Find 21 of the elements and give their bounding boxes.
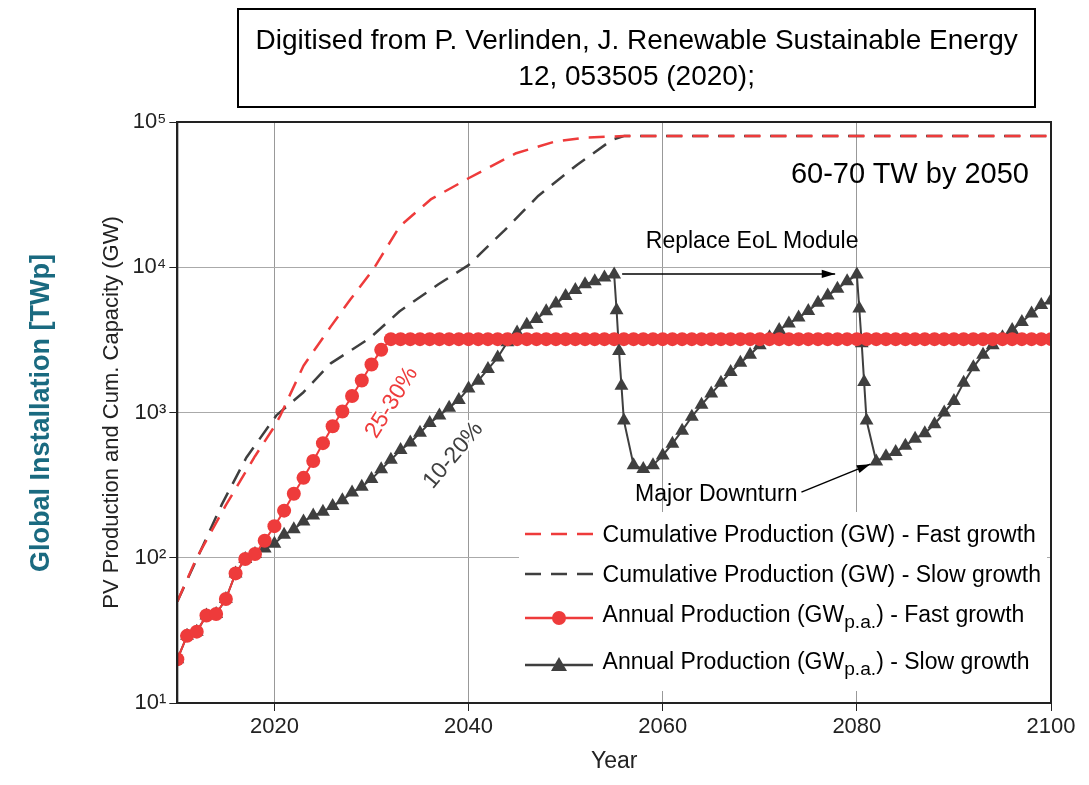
x-tick-label: 2100	[1026, 713, 1076, 739]
y-tick-label: 10²	[134, 543, 167, 569]
y-tick-label: 10⁴	[132, 253, 167, 279]
annotation: 60-70 TW by 2050	[790, 157, 1029, 190]
y-tick-label: 10³	[134, 398, 167, 424]
annotation: Major Downturn	[635, 480, 798, 507]
x-axis-title: Year	[590, 746, 638, 773]
x-tick-label: 2020	[249, 713, 299, 739]
x-tick-label: 2040	[444, 713, 494, 739]
text: Global Installation [TWp]	[24, 253, 56, 572]
legend-label: Cumulative Production (GW) - Fast growth	[602, 519, 1036, 549]
legend-label: Cumulative Production (GW) - Slow growth	[602, 559, 1041, 589]
x-tick-label: 2080	[832, 713, 882, 739]
legend-label: Annual Production (GW$_{p.a.}$) - Fast growth	[602, 599, 1025, 634]
annotation: Replace EoL Module	[645, 227, 859, 254]
x-tick-label: 2060	[638, 713, 688, 739]
y-axis-title: PV Production and Cum. Capacity (GW)	[98, 216, 124, 609]
y-tick-label: 10¹	[134, 689, 167, 715]
y-tick-label: 10⁵	[132, 108, 167, 134]
text: Digitised from P. Verlinden, J. Renewable Sustainable Energy 12, 053505 (2020);	[237, 8, 1036, 108]
legend-label: Annual Production (GW$_{p.a.}$) - Slow growth	[602, 647, 1030, 681]
